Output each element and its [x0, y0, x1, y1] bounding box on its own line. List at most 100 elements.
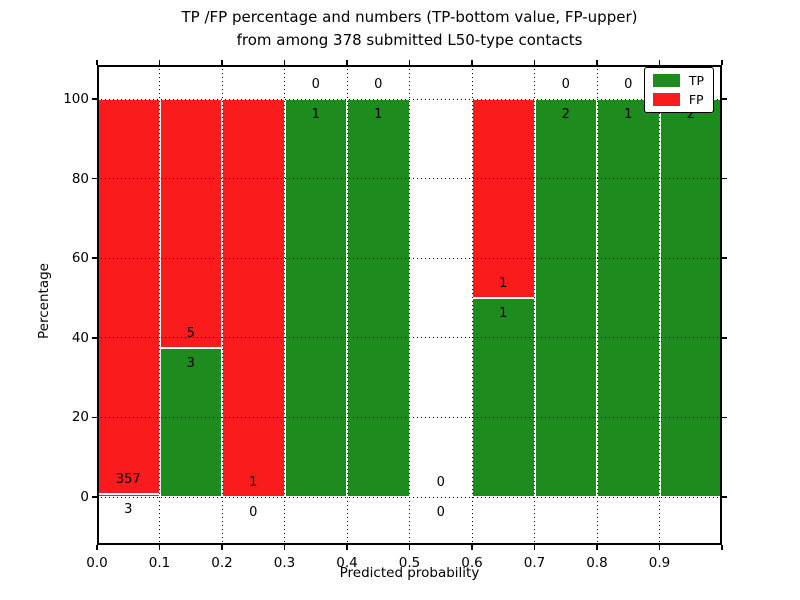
x-tick-mark-top [471, 60, 473, 65]
x-tick-label: 0.0 [86, 555, 108, 571]
legend: TP FP [643, 67, 714, 113]
x-tick-mark-top [658, 60, 661, 65]
legend-swatch-fp [652, 93, 680, 106]
bar-segment-fp [97, 99, 160, 494]
y-tick-mark-left [92, 496, 97, 498]
x-tick-mark-top [221, 60, 223, 65]
x-tick-label: 0.9 [648, 555, 671, 571]
x-tick-mark-bottom [596, 545, 598, 550]
x-tick-mark-bottom [283, 545, 286, 550]
tp-count-label: 3 [186, 355, 195, 371]
grid-line-vertical [659, 65, 660, 545]
bar-segment-tp [284, 99, 347, 497]
x-tick-label: 0.4 [336, 555, 358, 571]
bar-segment-tp [472, 298, 535, 497]
x-tick-label: 0.2 [211, 555, 233, 571]
x-tick-mark-top [158, 60, 161, 65]
grid-line-vertical [159, 65, 160, 545]
x-tick-mark-bottom [533, 545, 536, 550]
x-tick-mark-top [721, 60, 723, 65]
x-tick-mark-top [346, 60, 348, 65]
chart-title: TP /FP percentage and numbers (TP-bottom… [97, 6, 722, 51]
tp-count-label: 0 [249, 505, 258, 520]
grid-line-vertical [409, 65, 410, 545]
grid-line-vertical [346, 65, 348, 545]
x-tick-label: 0.3 [273, 555, 296, 571]
bar-segment-tp [534, 99, 597, 497]
x-tick-mark-top [408, 60, 411, 65]
bar-segment-tp [597, 99, 660, 497]
legend-swatch-tp [652, 74, 680, 87]
x-tick-mark-bottom [721, 545, 723, 550]
fp-count-label: 357 [115, 471, 141, 487]
y-tick-mark-left [92, 337, 97, 339]
y-tick-mark-right [722, 177, 727, 180]
bar-segment-fp [222, 99, 285, 497]
x-tick-mark-bottom [96, 545, 98, 550]
legend-label: TP [688, 73, 704, 88]
y-tick-label: 20 [71, 409, 89, 426]
tp-count-label: 2 [686, 107, 695, 122]
x-tick-mark-top [283, 60, 286, 65]
x-tick-label: 0.8 [586, 555, 608, 571]
x-tick-label: 0.5 [398, 555, 421, 571]
y-tick-mark-left [92, 177, 97, 180]
fp-count-label: 0 [374, 77, 383, 92]
x-tick-mark-bottom [346, 545, 348, 550]
grid-line-vertical [471, 65, 473, 545]
y-tick-label: 100 [63, 91, 89, 107]
legend-label: FP [688, 92, 704, 107]
y-tick-mark-right [722, 98, 727, 100]
fp-count-label: 5 [186, 325, 195, 341]
fp-count-label: 0 [561, 77, 570, 92]
y-tick-mark-left [92, 257, 97, 259]
x-tick-label: 0.7 [523, 555, 546, 571]
y-tick-mark-left [92, 98, 97, 100]
bar-segment-tp [347, 99, 410, 497]
x-tick-mark-top [533, 60, 536, 65]
grid-line-vertical [221, 65, 223, 545]
x-tick-mark-bottom [158, 545, 161, 550]
y-tick-mark-right [722, 496, 727, 498]
y-tick-label: 60 [71, 250, 89, 267]
x-tick-mark-bottom [221, 545, 223, 550]
grid-line-vertical [284, 65, 285, 545]
fp-count-label: 1 [499, 276, 508, 291]
y-tick-mark-right [722, 257, 727, 259]
bar-segment-fp [472, 99, 535, 298]
legend-row: TP [652, 73, 704, 88]
x-tick-label: 0.1 [148, 555, 171, 571]
y-tick-label: 0 [80, 489, 89, 505]
x-tick-mark-top [96, 60, 98, 65]
tp-count-label: 1 [311, 107, 320, 122]
tp-count-label: 1 [624, 107, 633, 122]
grid-line-vertical [534, 65, 535, 545]
tp-count-label: 2 [561, 107, 570, 122]
x-tick-label: 0.6 [461, 555, 483, 571]
bar-segment-tp [159, 347, 222, 497]
tp-count-label: 1 [374, 107, 383, 122]
tp-count-label: 1 [499, 306, 508, 321]
x-tick-mark-top [596, 60, 598, 65]
bar-segment-tp [659, 99, 722, 497]
tp-count-label: 0 [436, 505, 445, 520]
y-tick-mark-left [92, 416, 97, 419]
fp-count-label: 0 [436, 475, 445, 490]
chart-title-line2: from among 378 submitted L50-type contac… [236, 30, 583, 49]
y-tick-label: 80 [71, 170, 89, 187]
fp-count-label: 0 [624, 77, 633, 92]
y-tick-mark-right [722, 416, 727, 419]
x-tick-mark-bottom [471, 545, 473, 550]
chart-title-line1: TP /FP percentage and numbers (TP-bottom… [181, 8, 638, 26]
legend-row: FP [652, 92, 704, 107]
y-axis-label: Percentage [36, 263, 52, 339]
y-tick-label: 40 [71, 329, 89, 346]
x-axis-label: Predicted probability [339, 565, 480, 581]
x-tick-mark-bottom [408, 545, 411, 550]
tp-count-label: 3 [124, 501, 133, 517]
bar-segment-fp [159, 99, 222, 348]
fp-count-label: 0 [311, 77, 320, 92]
y-tick-mark-right [722, 337, 727, 339]
